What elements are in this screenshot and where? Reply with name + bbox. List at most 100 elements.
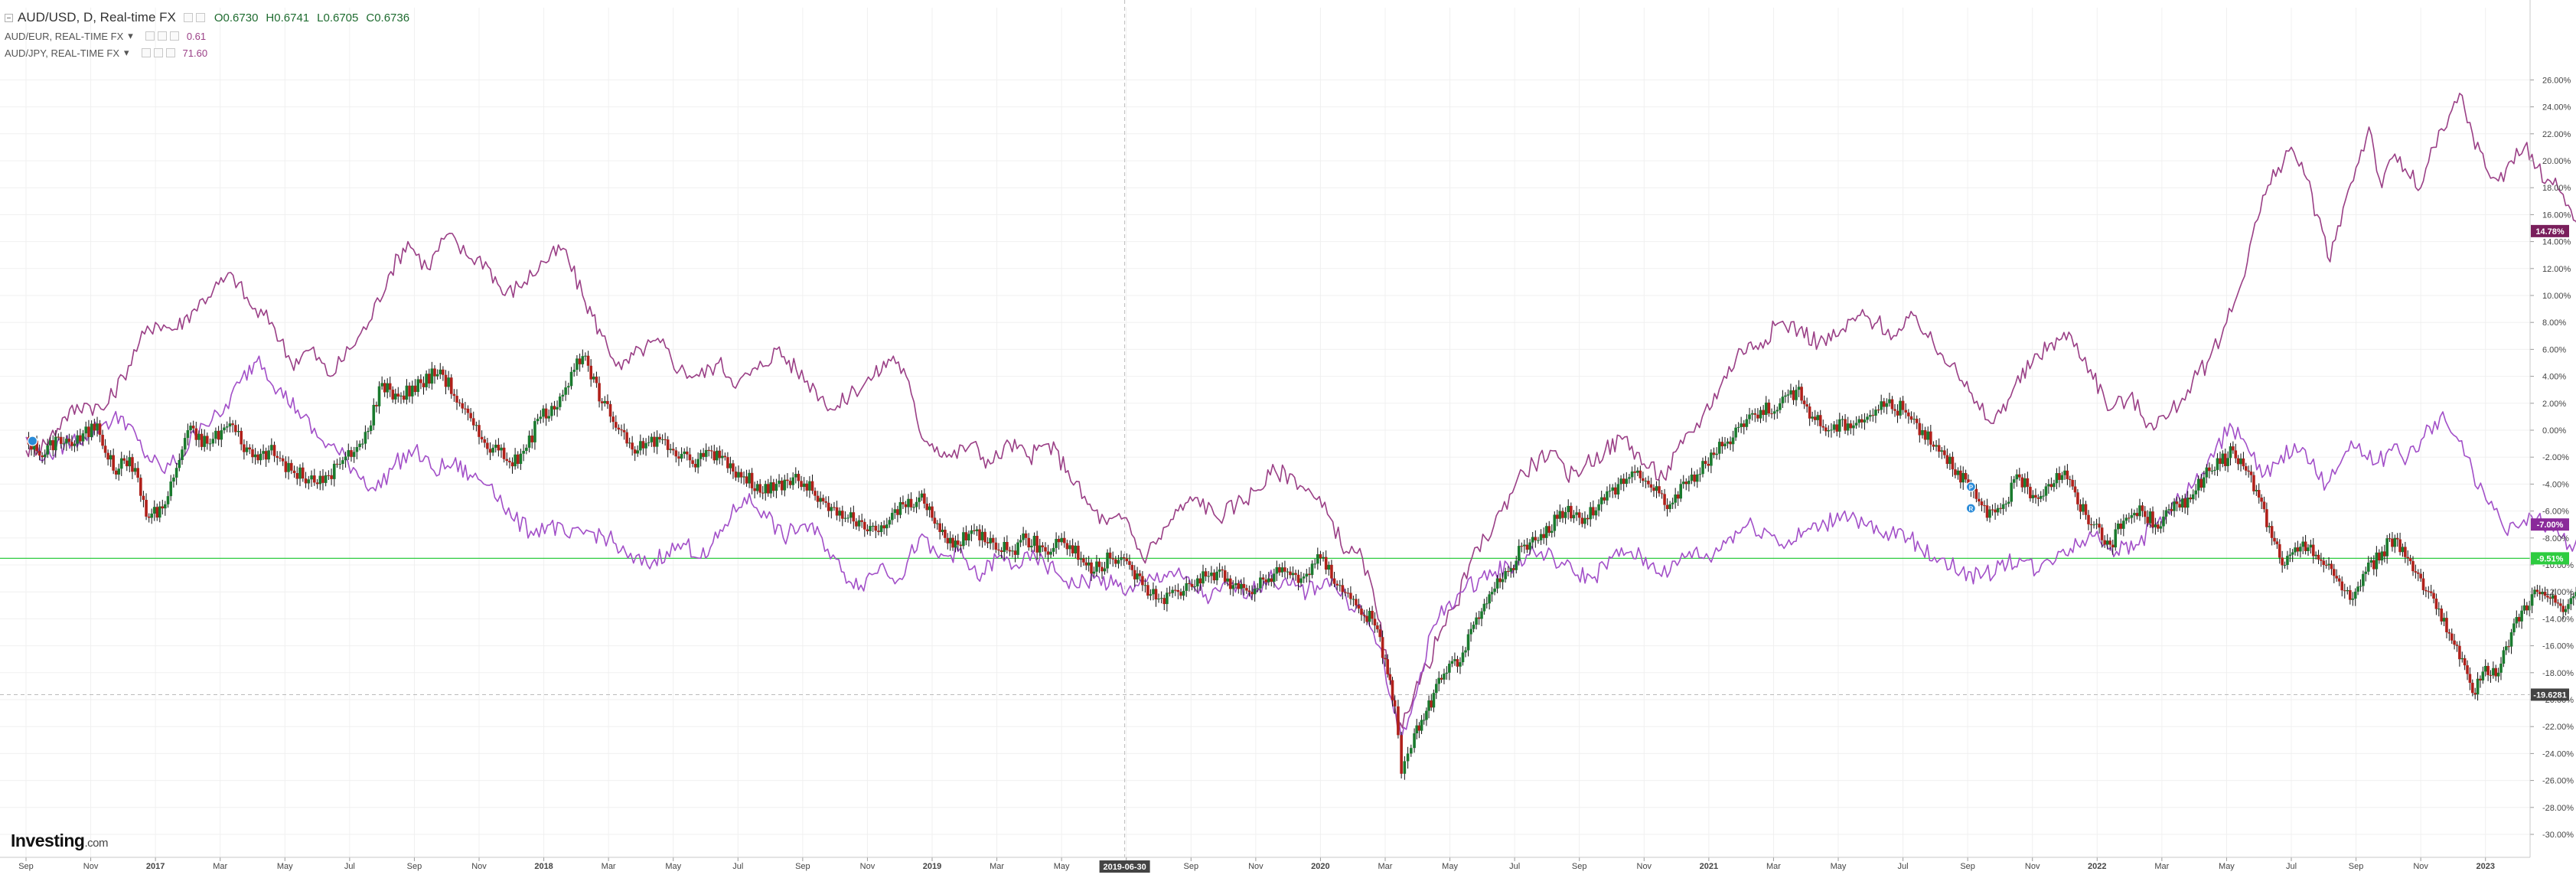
candle-body xyxy=(1327,564,1331,570)
candle-body xyxy=(1729,441,1732,445)
candle-body xyxy=(101,435,104,446)
candle-body xyxy=(1501,579,1505,583)
candle-body xyxy=(2559,603,2562,606)
candle-body xyxy=(2314,554,2317,557)
settings-icon[interactable] xyxy=(145,31,155,41)
candle-body xyxy=(530,436,534,442)
candle-body xyxy=(2164,510,2168,517)
candle-body xyxy=(1723,443,1727,447)
x-tick-label: Sep xyxy=(1183,862,1198,871)
candle-body xyxy=(298,467,302,479)
candle-body xyxy=(471,418,475,426)
candle-body xyxy=(553,406,556,410)
dropdown-arrow-icon[interactable]: ▾ xyxy=(128,30,133,41)
settings-icon[interactable] xyxy=(183,13,193,22)
candle-body xyxy=(2427,591,2431,592)
candle-body xyxy=(2429,591,2433,593)
candle-body xyxy=(1006,542,1009,550)
candle-body xyxy=(1764,402,1768,416)
remove-icon[interactable] xyxy=(169,31,179,41)
candle-body xyxy=(377,386,381,406)
candlestick-series xyxy=(27,349,2576,780)
candle-body xyxy=(295,473,299,479)
candle-body xyxy=(1087,562,1091,566)
candle-body xyxy=(41,455,44,458)
candle-body xyxy=(849,512,853,518)
candle-body xyxy=(2270,526,2274,538)
candle-body xyxy=(1443,674,1446,680)
candle-body xyxy=(1668,504,1671,509)
remove-icon[interactable] xyxy=(165,48,175,57)
logo-suffix-text: .com xyxy=(84,837,108,850)
candle-body xyxy=(2551,595,2555,599)
candle-body xyxy=(2561,605,2565,612)
candle-body xyxy=(393,393,397,400)
hide-icon[interactable] xyxy=(195,13,205,22)
candle-body xyxy=(1341,585,1345,592)
candle-body xyxy=(1611,487,1615,491)
candle-body xyxy=(885,524,889,529)
candle-body xyxy=(1286,571,1290,573)
candle-body xyxy=(2356,586,2359,592)
candle-body xyxy=(821,498,825,501)
compare-symbol-label[interactable]: AUD/EUR, REAL-TIME FX xyxy=(5,30,124,42)
candle-body xyxy=(874,525,878,531)
candle-body xyxy=(1619,478,1622,485)
collapse-legend-icon[interactable] xyxy=(5,13,13,22)
candle-body xyxy=(527,436,531,448)
candle-body xyxy=(1748,414,1751,419)
candle-body xyxy=(1430,700,1433,708)
candle-body xyxy=(2296,547,2300,552)
candle-body xyxy=(262,451,265,454)
candle-body xyxy=(1537,540,1540,541)
hide-icon[interactable] xyxy=(153,48,163,57)
candle-body xyxy=(1844,419,1847,431)
candle-body xyxy=(592,377,595,380)
candle-body xyxy=(1003,542,1006,553)
candle-body xyxy=(2167,509,2170,511)
candle-body xyxy=(1658,486,1661,494)
candle-body xyxy=(2499,663,2503,673)
settings-icon[interactable] xyxy=(141,48,151,57)
candle-body xyxy=(2105,540,2109,545)
candle-body xyxy=(2058,473,2061,480)
candle-body xyxy=(680,453,683,459)
event-marker[interactable] xyxy=(27,436,38,446)
candle-body xyxy=(1415,725,1419,733)
candle-body xyxy=(931,506,934,518)
candle-body xyxy=(2194,490,2198,494)
candle-body xyxy=(1542,534,1545,538)
candle-body xyxy=(1472,625,1475,629)
event-marker[interactable] xyxy=(1965,503,1976,514)
hide-icon[interactable] xyxy=(157,31,167,41)
candle-body xyxy=(332,463,336,479)
candle-body xyxy=(2322,560,2326,565)
candle-body xyxy=(1720,442,1724,447)
candle-body xyxy=(2015,474,2019,480)
compare-symbol-label[interactable]: AUD/JPY, REAL-TIME FX xyxy=(5,47,120,59)
candle-body xyxy=(1811,416,1814,419)
main-symbol-label[interactable]: AUD/USD, D, Real-time FX xyxy=(18,10,176,24)
candle-body xyxy=(589,365,592,380)
candle-body xyxy=(1717,442,1721,454)
candle-body xyxy=(1899,400,1902,416)
candle-body xyxy=(483,439,487,443)
candle-body xyxy=(1062,537,1066,543)
event-marker[interactable] xyxy=(1965,481,1976,492)
candle-body xyxy=(2507,646,2510,648)
candle-body xyxy=(2157,524,2160,529)
ohlc-high: H0.6741 xyxy=(266,11,310,24)
dropdown-arrow-icon[interactable]: ▾ xyxy=(124,47,129,58)
candle-body xyxy=(466,408,470,413)
y-tick-label: 20.00% xyxy=(2542,157,2571,166)
candle-body xyxy=(975,529,979,531)
candle-body xyxy=(1400,735,1403,774)
candle-body xyxy=(533,421,536,442)
candle-body xyxy=(1824,427,1828,432)
candle-body xyxy=(1954,469,1957,475)
candle-body xyxy=(480,436,484,439)
candle-body xyxy=(2219,458,2222,464)
candle-body xyxy=(1558,511,1562,519)
